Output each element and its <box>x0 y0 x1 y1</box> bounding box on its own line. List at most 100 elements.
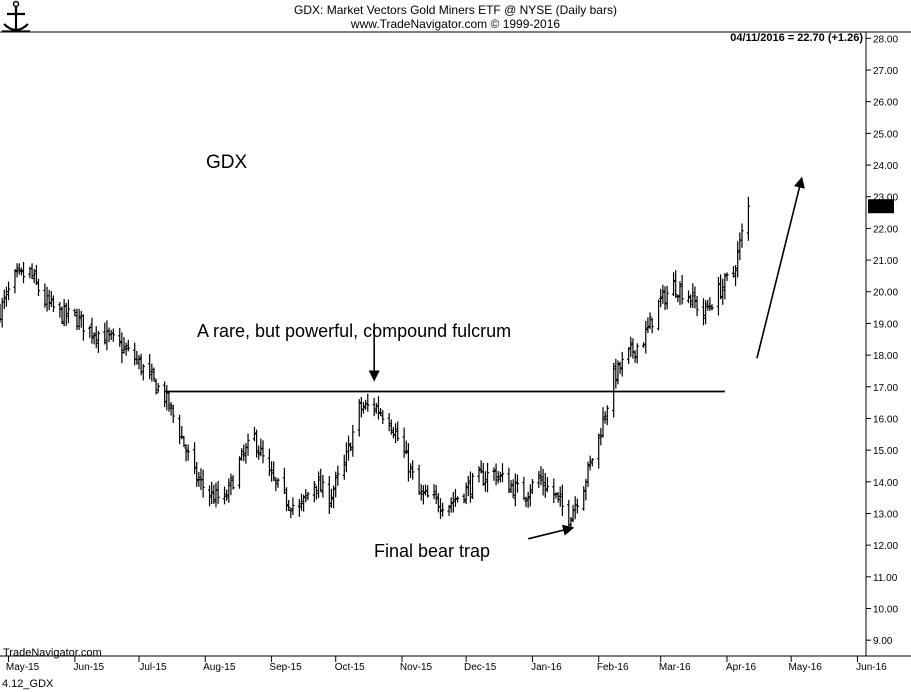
price-bar <box>212 484 216 504</box>
y-tick-label: 23.00 <box>873 193 898 204</box>
price-bar <box>498 471 502 483</box>
price-bar <box>387 413 391 432</box>
price-bar <box>530 479 535 494</box>
price-bar <box>150 363 154 382</box>
price-bar <box>267 448 272 477</box>
price-bar <box>614 358 618 389</box>
price-bar <box>109 329 113 341</box>
x-tick-label: Mar-16 <box>659 662 691 673</box>
trade-navigator-logo-icon <box>2 0 30 32</box>
price-bar <box>96 330 100 353</box>
price-bar <box>254 429 259 458</box>
price-bar <box>66 299 71 324</box>
price-bar <box>402 427 406 458</box>
price-bar <box>686 290 691 304</box>
price-bar <box>36 278 41 297</box>
y-tick-label: 27.00 <box>873 66 898 77</box>
price-bar <box>47 289 51 311</box>
price-bar <box>455 496 460 503</box>
price-bar <box>92 332 96 345</box>
price-bar <box>304 489 308 503</box>
x-tick-label: Jan-16 <box>531 662 562 673</box>
price-bar <box>479 460 483 474</box>
price-bar <box>522 476 526 500</box>
price-bar <box>451 491 455 513</box>
price-bar <box>227 478 231 503</box>
axes: 9.00 10.00 11.00 12.00 13.00 14.00 15.00 16.00 1… <box>0 0 911 673</box>
price-bar <box>526 491 530 508</box>
price-bar <box>344 442 348 473</box>
price-bar <box>434 485 438 505</box>
price-bar <box>391 426 396 439</box>
price-bar <box>49 291 53 307</box>
price-bar <box>122 337 126 354</box>
price-bar <box>646 317 650 334</box>
price-bar <box>511 479 515 498</box>
price-bar <box>171 404 175 423</box>
price-bar <box>644 320 648 354</box>
price-bar <box>156 383 160 393</box>
price-bar <box>4 286 9 307</box>
chart-title: GDX: Market Vectors Gold Miners ETF @ NY… <box>294 3 617 17</box>
price-bar <box>13 269 17 294</box>
price-bar <box>650 317 654 334</box>
price-bar <box>291 497 295 515</box>
price-bar <box>135 350 139 365</box>
price-bar <box>513 473 517 507</box>
price-bar <box>282 467 286 494</box>
price-bar <box>406 443 411 482</box>
price-bar <box>361 401 366 414</box>
price-bar <box>680 275 684 305</box>
price-bar <box>169 402 173 416</box>
price-bar <box>178 414 182 445</box>
price-bar <box>558 486 562 507</box>
price-bar <box>723 272 727 300</box>
price-bar <box>573 496 577 520</box>
price-bar <box>111 328 115 342</box>
price-bar <box>274 477 278 492</box>
price-bar <box>704 300 708 325</box>
price-bar <box>716 277 721 316</box>
x-tick-label: Jul-15 <box>139 662 167 673</box>
price-bar <box>165 385 169 411</box>
bear-trap-annotation: Final bear trap <box>374 541 490 561</box>
price-bar <box>331 485 336 509</box>
price-bar <box>327 476 331 515</box>
price-bar <box>629 336 633 357</box>
price-bar <box>661 284 665 304</box>
last-price-box <box>868 199 894 214</box>
price-bar <box>357 399 361 437</box>
price-bar <box>210 481 214 504</box>
price-bar <box>346 435 351 461</box>
price-bar <box>222 486 227 505</box>
price-bar <box>693 286 697 309</box>
y-tick-label: 18.00 <box>873 351 898 362</box>
price-bar <box>73 308 77 317</box>
price-bar <box>312 480 316 503</box>
price-bar <box>34 264 38 286</box>
price-bar <box>261 440 265 464</box>
price-bar <box>252 427 257 442</box>
price-bar <box>736 241 740 278</box>
price-bar <box>197 471 201 487</box>
price-bar <box>396 421 400 442</box>
price-bar <box>141 364 145 381</box>
price-bar <box>124 342 128 356</box>
price-bar <box>269 461 274 482</box>
price-bar <box>543 472 547 498</box>
price-bar <box>597 433 601 469</box>
price-bar <box>257 445 261 460</box>
price-bar <box>441 502 445 517</box>
price-bar <box>88 325 92 338</box>
price-bar <box>163 381 167 408</box>
y-tick-label: 21.00 <box>873 256 898 267</box>
price-bar <box>545 476 549 493</box>
price-bar <box>603 411 607 424</box>
price-bar <box>582 486 586 511</box>
price-bar <box>676 294 680 303</box>
price-bar <box>306 491 310 501</box>
price-bar <box>154 378 158 395</box>
price-bar <box>81 314 85 341</box>
price-bar <box>349 442 353 452</box>
